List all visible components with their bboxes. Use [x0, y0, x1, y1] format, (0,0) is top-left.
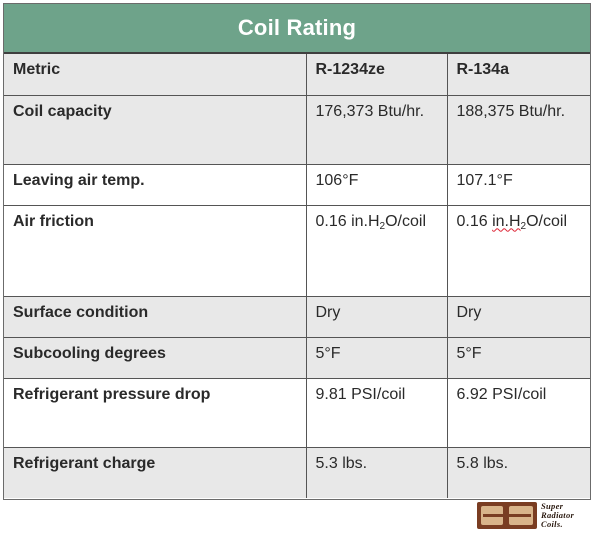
metric-cell: Coil capacity [4, 94, 307, 165]
value-text: 0.16 in.H [315, 212, 380, 230]
rating-grid: Metric R-1234ze R-134a Coil capacity 176… [4, 54, 590, 498]
table-row: Subcooling degrees 5°F 5°F [4, 336, 590, 379]
value-cell-b: 0.16 in.H2O/coil [446, 204, 590, 297]
value-cell-a: 9.81 PSI/coil [305, 377, 448, 448]
table-row: Coil capacity 176,373 Btu/hr. 188,375 Bt… [4, 94, 590, 165]
logo-mark-icon [477, 502, 537, 529]
value-cell-a: 5.3 lbs. [305, 446, 448, 498]
header-r1234ze: R-1234ze [305, 54, 448, 96]
coil-rating-table: Coil Rating Metric R-1234ze R-134a Coil … [3, 3, 591, 500]
value-cell-a: 5°F [305, 336, 448, 379]
super-radiator-coils-logo: Super Radiator Coils. [477, 500, 592, 531]
metric-cell: Air friction [4, 204, 307, 297]
value-cell-a: 176,373 Btu/hr. [305, 94, 448, 165]
value-cell-a: 0.16 in.H2O/coil [305, 204, 448, 297]
value-cell-b: 6.92 PSI/coil [446, 377, 590, 448]
value-text: O/coil [385, 212, 427, 230]
table-row: Refrigerant charge 5.3 lbs. 5.8 lbs. [4, 446, 590, 498]
table-row: Air friction 0.16 in.H2O/coil 0.16 in.H2… [4, 204, 590, 297]
metric-cell: Subcooling degrees [4, 336, 307, 379]
header-r134a: R-134a [446, 54, 590, 96]
spellcheck-text: in.H2 [492, 212, 527, 232]
value-text: O/coil [526, 212, 568, 230]
metric-cell: Surface condition [4, 295, 307, 338]
value-cell-b: 5°F [446, 336, 590, 379]
table-title: Coil Rating [237, 15, 357, 40]
value-cell-b: Dry [446, 295, 590, 338]
header-metric: Metric [4, 54, 307, 96]
metric-cell: Refrigerant pressure drop [4, 377, 307, 448]
value-cell-b: 107.1°F [446, 163, 590, 206]
metric-cell: Refrigerant charge [4, 446, 307, 498]
value-cell-b: 5.8 lbs. [446, 446, 590, 498]
value-text: 0.16 [456, 212, 493, 230]
header-row: Metric R-1234ze R-134a [4, 54, 590, 96]
value-cell-a: Dry [305, 295, 448, 338]
value-cell-a: 106°F [305, 163, 448, 206]
subscript: 2 [379, 220, 386, 232]
metric-cell: Leaving air temp. [4, 163, 307, 206]
table-row: Surface condition Dry Dry [4, 295, 590, 338]
logo-text: Super Radiator Coils. [541, 501, 575, 529]
table-row: Refrigerant pressure drop 9.81 PSI/coil … [4, 377, 590, 448]
table-row: Leaving air temp. 106°F 107.1°F [4, 163, 590, 206]
table-title-bar: Coil Rating [4, 4, 590, 54]
value-cell-b: 188,375 Btu/hr. [446, 94, 590, 165]
